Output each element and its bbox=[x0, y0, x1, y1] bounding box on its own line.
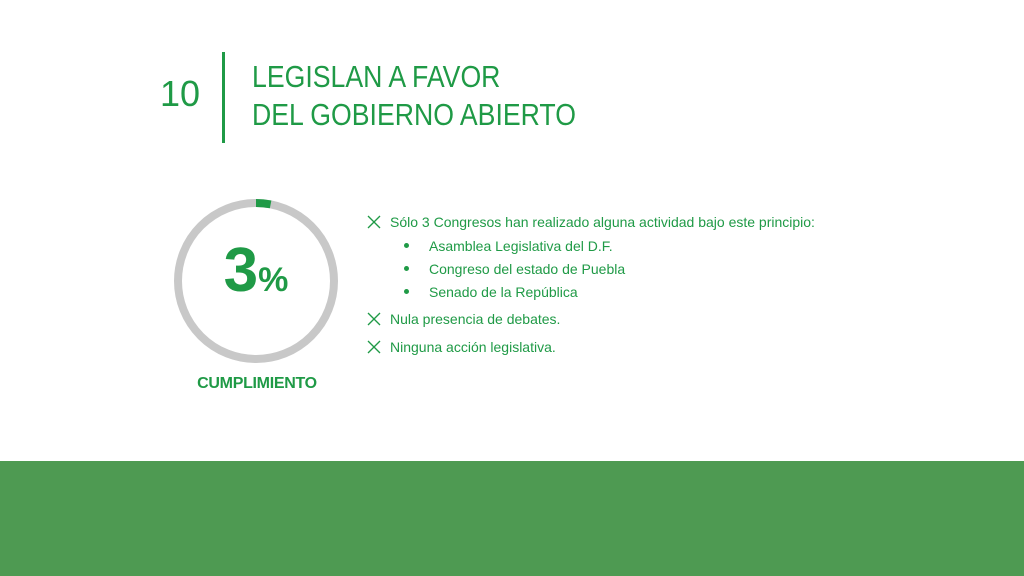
section-number: 10 bbox=[160, 73, 201, 114]
gauge-caption: CUMPLIMIENTO bbox=[197, 375, 317, 392]
percent-number: 3 bbox=[223, 236, 259, 305]
cross-icon bbox=[367, 340, 381, 354]
cross-icon bbox=[367, 312, 381, 326]
findings-list: Sólo 3 Congresos han realizado alguna ac… bbox=[366, 210, 926, 359]
finding-item: Ninguna acción legislativa. bbox=[366, 335, 926, 359]
finding-item: Sólo 3 Congresos han realizado alguna ac… bbox=[366, 210, 926, 234]
sub-item-text: Congreso del estado de Puebla bbox=[429, 260, 626, 277]
slide-title: LEGISLAN A FAVOR DEL GOBIERNO ABIERTO bbox=[252, 58, 682, 134]
cross-icon bbox=[367, 215, 381, 229]
percent-sign: % bbox=[258, 261, 289, 299]
finding-text: Sólo 3 Congresos han realizado alguna ac… bbox=[390, 214, 815, 230]
finding-text: Ninguna acción legislativa. bbox=[390, 339, 556, 355]
percent-value: 3% bbox=[173, 234, 339, 308]
finding-text: Nula presencia de debates. bbox=[390, 311, 561, 327]
progress-ring-graphic bbox=[174, 199, 338, 363]
sub-item: Asamblea Legislativa del D.F. bbox=[366, 234, 926, 257]
bullet-icon bbox=[404, 266, 409, 271]
bullet-icon bbox=[404, 289, 409, 294]
title-line-2: DEL GOBIERNO ABIERTO bbox=[252, 97, 576, 132]
sub-item: Congreso del estado de Puebla bbox=[366, 257, 926, 280]
finding-item: Nula presencia de debates. bbox=[366, 307, 926, 331]
progress-ring-fill bbox=[174, 199, 338, 363]
footer-band bbox=[0, 461, 1024, 576]
sub-item-text: Asamblea Legislativa del D.F. bbox=[429, 237, 613, 254]
sub-item: Senado de la República bbox=[366, 280, 926, 303]
sub-item-text: Senado de la República bbox=[429, 283, 578, 300]
title-divider bbox=[222, 52, 225, 143]
progress-ring: 3% bbox=[173, 198, 339, 364]
bullet-icon bbox=[404, 243, 409, 248]
title-line-1: LEGISLAN A FAVOR bbox=[252, 59, 501, 94]
